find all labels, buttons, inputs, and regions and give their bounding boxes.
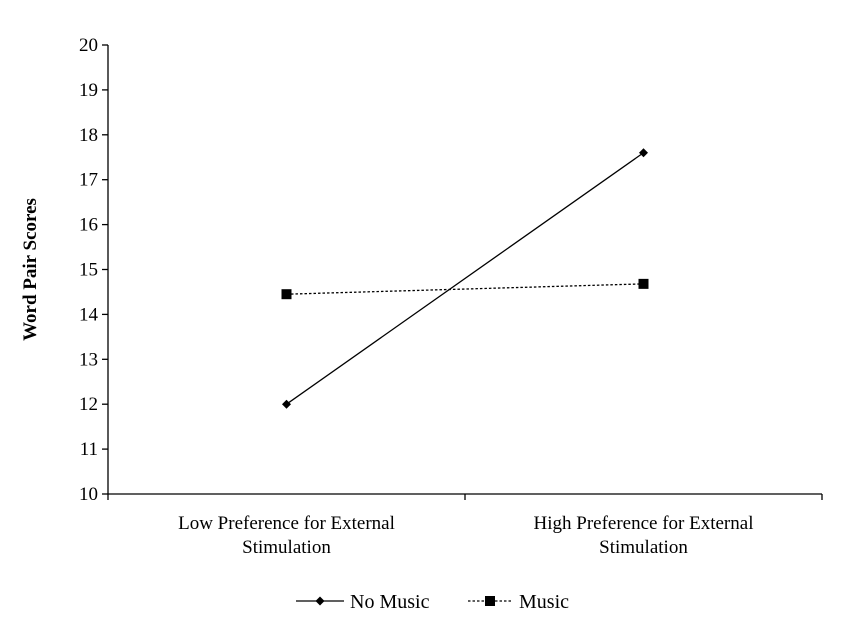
series-line bbox=[286, 283, 644, 295]
x-category-label: Low Preference for External Stimulation bbox=[178, 513, 395, 558]
data-point bbox=[281, 289, 292, 300]
y-tick-label: 12 bbox=[79, 394, 98, 415]
series-line bbox=[286, 152, 644, 405]
legend-marker bbox=[315, 596, 325, 606]
y-tick-label: 19 bbox=[79, 80, 98, 101]
y-tick-label: 17 bbox=[79, 170, 98, 191]
y-tick-label: 15 bbox=[79, 260, 98, 281]
y-tick-label: 18 bbox=[79, 125, 98, 146]
x-category-label: High Preference for External Stimulation bbox=[534, 513, 754, 558]
y-tick-label: 11 bbox=[80, 439, 98, 460]
y-tick-label: 13 bbox=[79, 349, 98, 370]
legend-marker bbox=[485, 596, 495, 606]
y-axis-ticks: 10 11 12 13 14 15 16 17 18 19 20 bbox=[79, 35, 108, 505]
data-point bbox=[282, 399, 291, 409]
legend: No Music Music bbox=[296, 591, 569, 613]
legend-label: Music bbox=[519, 591, 569, 613]
y-tick-label: 14 bbox=[79, 304, 99, 325]
x-axis-ticks bbox=[107, 494, 823, 500]
y-tick-label: 20 bbox=[79, 35, 98, 56]
legend-item: Music bbox=[468, 591, 569, 613]
y-axis-title: Word Pair Scores bbox=[20, 198, 41, 341]
y-tick-label: 16 bbox=[79, 215, 98, 236]
series-music bbox=[281, 278, 649, 300]
series-layer bbox=[281, 148, 649, 409]
y-tick-label: 10 bbox=[79, 484, 98, 505]
data-point bbox=[638, 278, 649, 289]
legend-label: No Music bbox=[350, 591, 430, 613]
series-no-music bbox=[282, 148, 648, 409]
x-axis-category-labels: Low Preference for External Stimulation Hi… bbox=[178, 513, 753, 558]
data-point bbox=[639, 148, 648, 158]
legend-item: No Music bbox=[296, 591, 430, 613]
